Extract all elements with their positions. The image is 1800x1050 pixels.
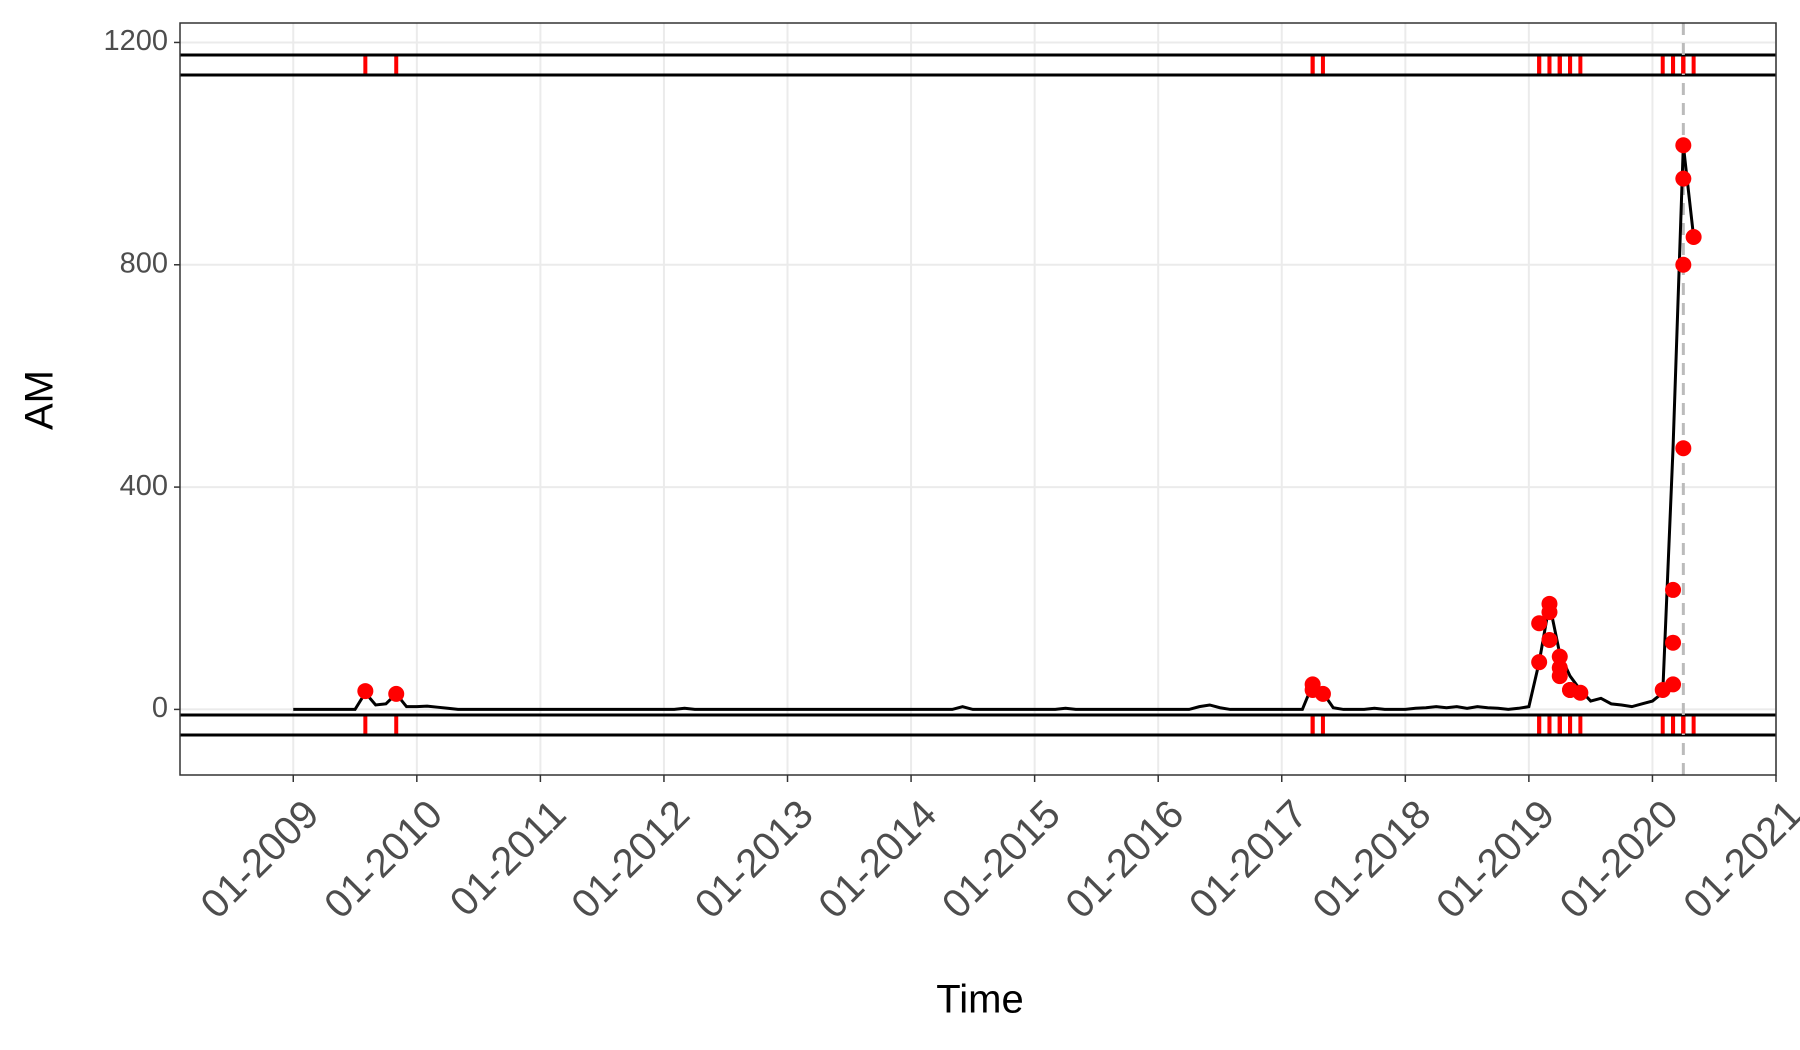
outbreak-point (1572, 684, 1589, 701)
y-tick-label: 400 (120, 470, 168, 502)
y-axis-title: AM (18, 370, 62, 430)
x-tick-label: 01-2017 (1181, 792, 1316, 927)
x-tick-label: 01-2018 (1305, 792, 1440, 927)
plot-border (179, 22, 1777, 776)
outbreak-point (1665, 634, 1682, 651)
outbreak-point (1675, 170, 1692, 187)
outbreak-point (1665, 676, 1682, 693)
plot-background (180, 23, 1776, 775)
outbreak-point (357, 683, 374, 700)
x-tick-label: 01-2020 (1552, 792, 1687, 927)
outbreak-point (1675, 256, 1692, 273)
x-tick-label: 01-2009 (193, 792, 328, 927)
outbreak-point (1665, 581, 1682, 598)
x-tick-label: 01-2014 (810, 792, 945, 927)
outbreak-point (1685, 228, 1702, 245)
x-tick-label: 01-2012 (563, 792, 698, 927)
outbreak-point (1541, 631, 1558, 648)
y-tick-label: 800 (120, 247, 168, 279)
x-tick-label: 01-2019 (1428, 792, 1563, 927)
x-axis-title: Time (936, 978, 1023, 1022)
outbreak-point (1675, 440, 1692, 457)
x-tick-label: 01-2021 (1675, 792, 1800, 927)
x-tick-label: 01-2013 (687, 792, 822, 927)
outbreak-point (1675, 137, 1692, 154)
outbreak-point (1531, 615, 1548, 632)
x-tick-label: 01-2010 (316, 792, 451, 927)
outbreak-point (1551, 648, 1568, 665)
outbreak-point (1314, 685, 1331, 702)
series-line (293, 145, 1696, 711)
y-tick-label: 0 (152, 692, 168, 724)
outbreak-point (388, 685, 405, 702)
y-tick-label: 1200 (103, 25, 168, 57)
x-tick-label: 01-2016 (1057, 792, 1192, 927)
outbreak-point (1541, 604, 1558, 621)
outbreak-point (1551, 668, 1568, 685)
x-tick-label: 01-2011 (442, 792, 575, 925)
outbreak-point (1531, 654, 1548, 671)
x-tick-label: 01-2015 (934, 792, 1069, 927)
